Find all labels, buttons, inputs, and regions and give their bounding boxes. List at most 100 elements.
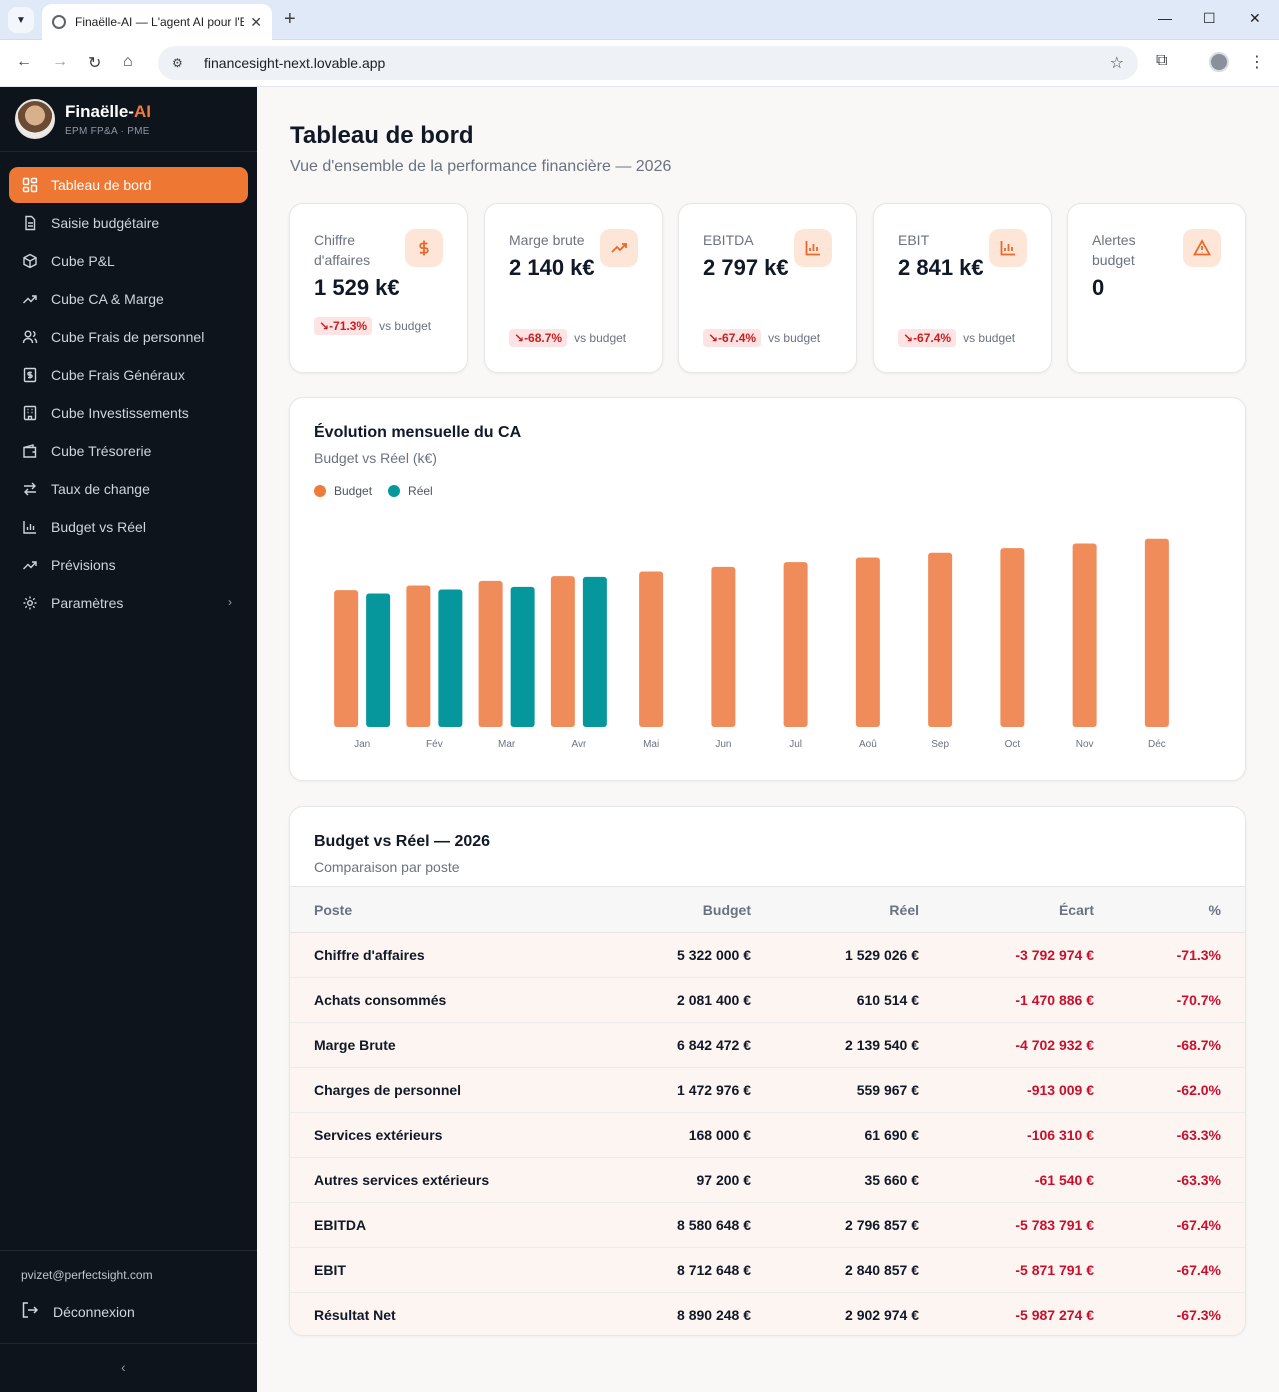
sidebar-item-taux-de-change[interactable]: Taux de change [9, 471, 248, 507]
sidebar-item-saisie-budgetaire[interactable]: Saisie budgétaire [9, 205, 248, 241]
forward-icon[interactable]: → [52, 53, 68, 70]
legend-swatch [388, 485, 401, 497]
tab-search-button[interactable]: ▼ [8, 7, 34, 33]
cell-ecart: -5 871 791 € [943, 1247, 1118, 1293]
kpi-label: EBIT [898, 232, 930, 248]
cell-pct: -67.3% [1176, 1307, 1221, 1324]
bar-budget-Avr[interactable] [550, 576, 575, 727]
new-tab-icon[interactable]: + [284, 8, 296, 30]
sidebar-item-cube-ca-marge[interactable]: Cube CA & Marge [9, 281, 248, 317]
x-tick-label: Nov [1076, 739, 1094, 750]
bar-budget-Mar[interactable] [478, 580, 503, 727]
sidebar-item-cube-investissements[interactable]: Cube Investissements [9, 395, 248, 431]
bar-budget-Jul[interactable] [783, 562, 808, 727]
alert-triangle-icon [1183, 229, 1221, 267]
cell-reel: 1 529 026 € [775, 932, 943, 978]
bar-budget-Déc[interactable] [1144, 538, 1169, 727]
cell-ecart: -1 470 886 € [943, 977, 1118, 1023]
table-card: Budget vs Réel — 2026 Comparaison par po… [289, 806, 1246, 1336]
bookmark-star-icon[interactable]: ☆ [1109, 55, 1124, 72]
bar-budget-Aoû[interactable] [855, 557, 880, 727]
column-header-ecart[interactable]: Écart [943, 886, 1118, 933]
x-tick-label: Jun [715, 739, 731, 750]
delta-badge: ↘-68.7% [509, 329, 568, 347]
cell-reel: 559 967 € [775, 1067, 943, 1113]
bar-budget-Oct[interactable] [1000, 548, 1025, 727]
minimize-icon[interactable]: — [1158, 10, 1172, 26]
sidebar-item-budget-vs-reel[interactable]: Budget vs Réel [9, 509, 248, 545]
x-tick-label: Fév [426, 739, 443, 750]
kpi-label: Chiffre d'affaires [314, 232, 371, 268]
sidebar-item-previsions[interactable]: Prévisions [9, 547, 248, 583]
users-icon [22, 329, 38, 345]
kpi-card-marge-brute: Marge brute 2 140 k€ ↘-68.7% vs budget [484, 203, 663, 373]
cell-pct: -67.4% [1118, 1247, 1245, 1293]
brand: Finaëlle-AI EPM FP&A · PME [15, 99, 151, 139]
legend-swatch [314, 485, 326, 497]
table-row: Achats consommés 2 081 400 €610 514 € -1 4… [290, 977, 1245, 1023]
home-icon[interactable]: ⌂ [123, 53, 133, 70]
extensions-icon[interactable]: ⧉ [1156, 52, 1168, 69]
kpi-trend: ↘-71.3% vs budget [314, 317, 431, 335]
bar-budget-Nov[interactable] [1072, 543, 1097, 727]
cell-poste: Charges de personnel [290, 1067, 620, 1113]
column-header-pct[interactable]: % [1118, 886, 1245, 933]
sidebar-item-cube-tresorerie[interactable]: Cube Trésorerie [9, 433, 248, 469]
cell-pct: -63.3% [1118, 1112, 1245, 1158]
kpi-value: 2 140 k€ [509, 255, 595, 280]
sidebar-item-cube-pl[interactable]: Cube P&L [9, 243, 248, 279]
bar-reel-Avr[interactable] [582, 576, 607, 727]
cell-reel: 2 840 857 € [775, 1247, 943, 1293]
kpi-card-ebitda: EBITDA 2 797 k€ ↘-67.4% vs budget [678, 203, 857, 373]
browser-menu-icon[interactable]: ⋮ [1249, 54, 1265, 71]
bar-reel-Jan[interactable] [366, 593, 391, 727]
column-header-reel[interactable]: Réel [775, 886, 943, 933]
close-tab-icon[interactable]: ✕ [250, 13, 262, 30]
maximize-icon[interactable]: ☐ [1203, 10, 1216, 26]
cell-budget: 8 890 248 € [677, 1307, 751, 1324]
close-window-icon[interactable]: ✕ [1249, 10, 1261, 26]
bar-budget-Jan[interactable] [334, 590, 359, 727]
page-title: Tableau de bord [290, 122, 474, 149]
kpi-trend: ↘-67.4% vs budget [703, 329, 820, 347]
column-header-poste[interactable]: Poste [290, 886, 620, 933]
sidebar-item-parametres[interactable]: Paramètres › [9, 585, 248, 621]
cell-poste: Services extérieurs [290, 1112, 620, 1158]
chart-subtitle: Budget vs Réel (k€) [314, 450, 437, 466]
dollar-icon [405, 229, 443, 267]
bar-reel-Mar[interactable] [510, 586, 535, 727]
trending-up-icon [22, 291, 38, 307]
cell-poste: Résultat Net [314, 1307, 396, 1324]
bar-budget-Jun[interactable] [711, 566, 736, 727]
back-icon[interactable]: ← [16, 53, 32, 70]
bar-budget-Mai[interactable] [639, 571, 664, 727]
collapse-sidebar-icon[interactable]: ‹ [121, 1359, 126, 1375]
sidebar-item-cube-frais-generaux[interactable]: Cube Frais Généraux [9, 357, 248, 393]
url-field[interactable]: ⚙ financesight-next.lovable.app ☆ [158, 46, 1138, 80]
grid-icon [22, 177, 38, 193]
column-header-budget[interactable]: Budget [620, 886, 775, 933]
logout-button[interactable]: Déconnexion [21, 1301, 135, 1322]
receipt-icon [22, 367, 38, 383]
cell-ecart: -913 009 € [943, 1067, 1118, 1113]
reload-icon[interactable]: ↻ [88, 55, 102, 72]
x-tick-label: Mai [643, 739, 659, 750]
bar-budget-Sep[interactable] [928, 552, 953, 727]
cube-icon [22, 253, 38, 269]
sidebar-item-cube-frais-personnel[interactable]: Cube Frais de personnel [9, 319, 248, 355]
cell-pct: -62.0% [1118, 1067, 1245, 1113]
profile-avatar[interactable] [1209, 52, 1229, 72]
sidebar-item-tableau-de-bord[interactable]: Tableau de bord [9, 167, 248, 203]
gear-icon [22, 595, 38, 611]
delta-badge: ↘-67.4% [898, 329, 957, 347]
site-info-icon[interactable]: ⚙ [172, 56, 183, 70]
browser-tab[interactable]: Finaëlle-AI — L'agent AI pour l'EPM ✕ [42, 4, 272, 40]
kpi-trend: ↘-67.4% vs budget [898, 329, 1015, 347]
table-row: Charges de personnel 1 472 976 €559 967 €… [290, 1067, 1245, 1113]
bar-reel-Fév[interactable] [438, 589, 463, 727]
bar-budget-Fév[interactable] [406, 585, 431, 727]
sidebar: Finaëlle-AI EPM FP&A · PME Tableau de bo… [0, 87, 257, 1392]
cell-budget: 2 081 400 € [620, 977, 775, 1023]
cell-pct: -67.4% [1118, 1202, 1245, 1248]
brand-name: Finaëlle-AI [65, 101, 151, 121]
